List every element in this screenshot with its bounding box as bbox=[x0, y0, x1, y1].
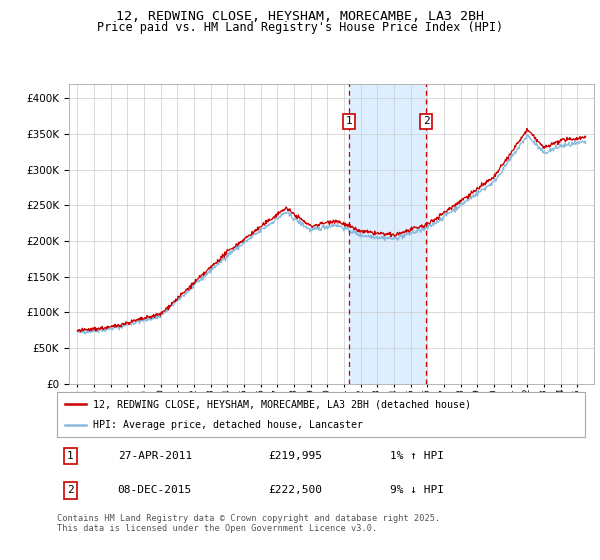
Text: 2: 2 bbox=[423, 116, 430, 127]
Text: 1: 1 bbox=[67, 451, 74, 461]
Text: 12, REDWING CLOSE, HEYSHAM, MORECAMBE, LA3 2BH (detached house): 12, REDWING CLOSE, HEYSHAM, MORECAMBE, L… bbox=[93, 399, 471, 409]
Text: 08-DEC-2015: 08-DEC-2015 bbox=[118, 486, 192, 496]
Text: £219,995: £219,995 bbox=[268, 451, 322, 461]
Text: Price paid vs. HM Land Registry's House Price Index (HPI): Price paid vs. HM Land Registry's House … bbox=[97, 21, 503, 34]
Text: 27-APR-2011: 27-APR-2011 bbox=[118, 451, 192, 461]
Text: 1% ↑ HPI: 1% ↑ HPI bbox=[389, 451, 443, 461]
Text: HPI: Average price, detached house, Lancaster: HPI: Average price, detached house, Lanc… bbox=[93, 419, 363, 430]
Text: 2: 2 bbox=[67, 486, 74, 496]
Text: 12, REDWING CLOSE, HEYSHAM, MORECAMBE, LA3 2BH: 12, REDWING CLOSE, HEYSHAM, MORECAMBE, L… bbox=[116, 10, 484, 23]
Text: 1: 1 bbox=[346, 116, 353, 127]
Text: Contains HM Land Registry data © Crown copyright and database right 2025.
This d: Contains HM Land Registry data © Crown c… bbox=[57, 514, 440, 534]
Bar bbox=[349, 84, 426, 384]
Text: 9% ↓ HPI: 9% ↓ HPI bbox=[389, 486, 443, 496]
Text: £222,500: £222,500 bbox=[268, 486, 322, 496]
